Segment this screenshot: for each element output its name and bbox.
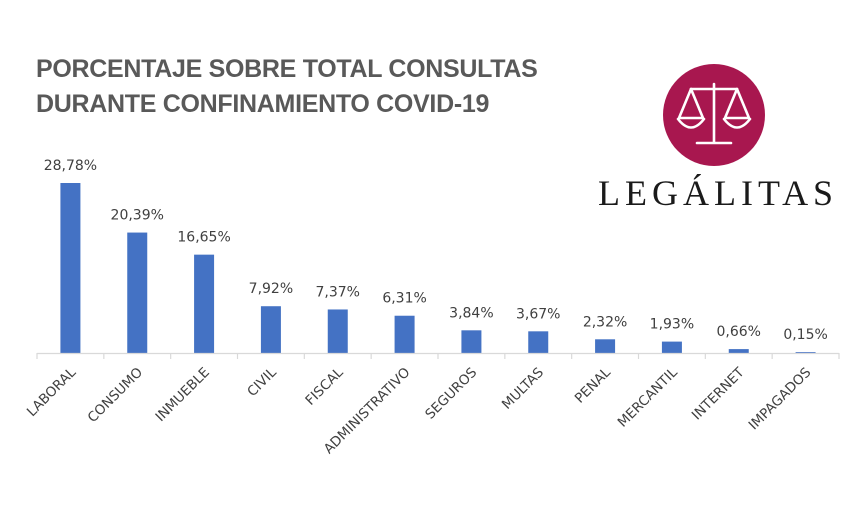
category-label: FISCAL xyxy=(302,364,347,409)
bar-seguros xyxy=(461,330,482,353)
chart-title-line-1: PORCENTAJE SOBRE TOTAL CONSULTAS xyxy=(36,55,538,83)
bar-consumo xyxy=(127,232,148,353)
data-label: 7,92% xyxy=(249,281,293,297)
bar-impagados xyxy=(795,352,816,353)
category-label: INTERNET xyxy=(689,364,748,423)
bar-mercantil xyxy=(661,341,682,353)
category-label: MERCANTIL xyxy=(615,364,681,430)
data-label: 6,31% xyxy=(382,291,426,307)
category-label: CIVIL xyxy=(244,364,280,400)
chart-title-line-2: DURANTE CONFINAMIENTO COVID-19 xyxy=(36,90,490,118)
legalitas-logo: LEGÁLITAS xyxy=(598,62,838,222)
bar-fiscal xyxy=(327,309,348,353)
bar-penal xyxy=(595,339,616,353)
bar-civil xyxy=(260,306,281,353)
logo-wordmark: LEGÁLITAS xyxy=(598,173,839,213)
category-label: INMUEBLE xyxy=(152,365,212,425)
category-label: PENAL xyxy=(572,364,614,406)
bar-multas xyxy=(528,331,549,353)
scales-of-justice-icon xyxy=(676,82,752,145)
data-label: 1,93% xyxy=(650,317,694,333)
data-label: 16,65% xyxy=(177,230,230,246)
data-label: 3,84% xyxy=(449,305,493,321)
data-label: 2,32% xyxy=(583,314,627,330)
category-label: CONSUMO xyxy=(85,365,146,426)
data-label: 0,66% xyxy=(717,324,761,340)
category-label: SEGUROS xyxy=(422,365,480,423)
category-label: IMPAGADOS xyxy=(746,365,815,434)
category-label: LABORAL xyxy=(24,364,80,420)
bar-internet xyxy=(728,349,749,353)
data-label: 20,39% xyxy=(111,208,164,224)
category-label: MULTAS xyxy=(499,365,547,413)
bar-inmueble xyxy=(194,254,215,353)
logo-circle xyxy=(663,64,765,166)
data-label: 7,37% xyxy=(316,284,360,300)
data-label: 28,78% xyxy=(44,158,97,174)
chart-title: PORCENTAJE SOBRE TOTAL CONSULTAS DURANTE… xyxy=(36,52,538,122)
data-label: 0,15% xyxy=(783,327,827,343)
bar-administrativo xyxy=(394,315,415,353)
data-label: 3,67% xyxy=(516,306,560,322)
bar-laboral xyxy=(60,183,81,353)
